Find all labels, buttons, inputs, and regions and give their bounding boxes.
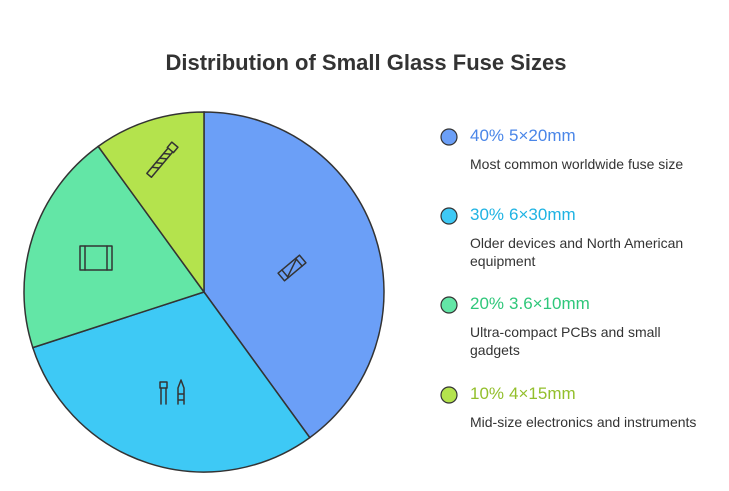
legend-heading: 30% 6×30mm (470, 205, 576, 224)
legend-marker (440, 296, 458, 314)
legend-heading: 20% 3.6×10mm (470, 294, 590, 313)
legend-percent: 20% (470, 294, 504, 313)
legend-label: 4×15mm (509, 384, 576, 403)
pie-slice (97, 111, 205, 295)
icons (79, 141, 307, 405)
pie (23, 111, 385, 473)
legend: 40% 5×20mm 30% 6×30mm 20% 3.6×10mm 10% 4×15mm (440, 126, 590, 404)
legend-heading: 40% 5×20mm (470, 126, 576, 145)
pie-slice (31, 291, 311, 473)
legend-description: Older devices and North American equipme… (470, 235, 684, 269)
legend-marker (440, 207, 458, 225)
legend-label: 3.6×10mm (509, 294, 590, 313)
legend-description: Mid-size electronics and instruments (470, 414, 697, 430)
pie-slice (23, 145, 206, 349)
legend-marker (440, 128, 458, 146)
pie-slice (203, 111, 385, 439)
legend-label: 5×20mm (509, 126, 576, 145)
legend-heading: 10% 4×15mm (470, 384, 576, 403)
legend-percent: 40% (470, 126, 504, 145)
legend-percent: 10% (470, 384, 504, 403)
legend-description: Most common worldwide fuse size (470, 156, 684, 172)
chart-title: Distribution of Small Glass Fuse Sizes (166, 50, 567, 75)
legend-label: 6×30mm (509, 205, 576, 224)
legend-description: Ultra-compact PCBs and small gadgets (470, 324, 661, 358)
legend-marker (440, 386, 458, 404)
legend-percent: 30% (470, 205, 504, 224)
